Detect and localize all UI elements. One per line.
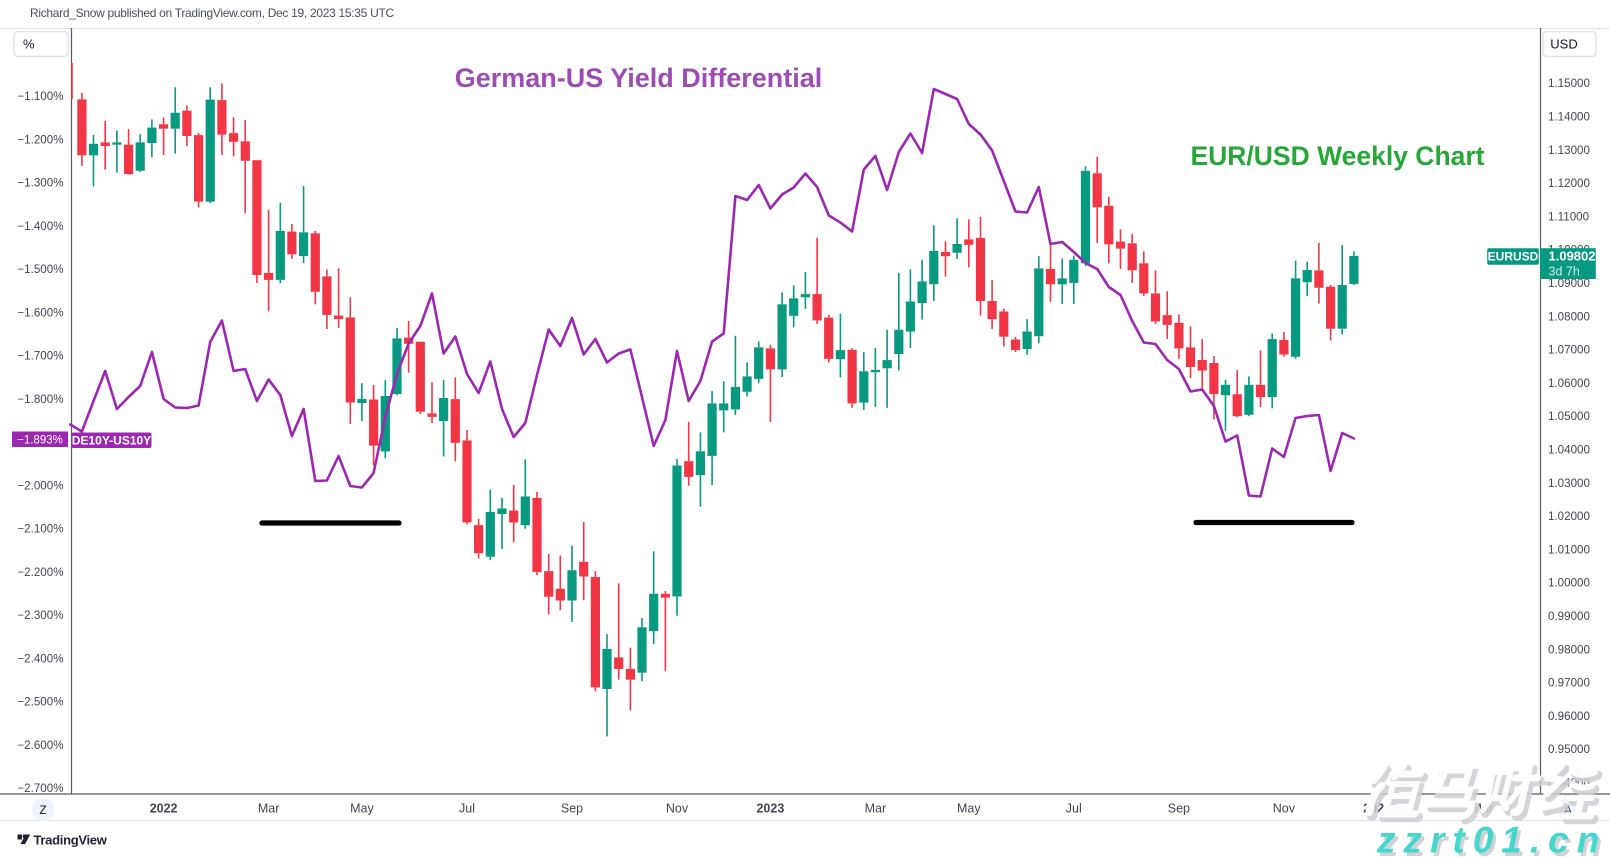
svg-text:1.02000: 1.02000	[1548, 510, 1590, 523]
svg-text:1.09000: 1.09000	[1548, 277, 1590, 290]
svg-text:0.98000: 0.98000	[1548, 643, 1590, 656]
svg-text:3d 7h: 3d 7h	[1549, 264, 1580, 278]
svg-text:−1.700%: −1.700%	[17, 350, 63, 363]
svg-text:1.03000: 1.03000	[1548, 477, 1590, 490]
svg-text:−2.700%: −2.700%	[17, 782, 63, 795]
svg-text:−2.200%: −2.200%	[17, 566, 63, 579]
svg-text:EURUSD: EURUSD	[1488, 250, 1539, 264]
svg-text:%: %	[23, 37, 35, 52]
svg-text:Sep: Sep	[1168, 802, 1190, 816]
svg-text:1.01000: 1.01000	[1548, 543, 1590, 556]
svg-text:Nov: Nov	[1273, 802, 1296, 816]
svg-text:−1.893%: −1.893%	[17, 434, 63, 446]
svg-text:−2.400%: −2.400%	[17, 653, 63, 666]
svg-text:0.96000: 0.96000	[1548, 710, 1590, 723]
svg-text:1.04000: 1.04000	[1548, 444, 1590, 457]
svg-text:−1.200%: −1.200%	[17, 133, 63, 146]
svg-text:−2.000%: −2.000%	[17, 479, 63, 492]
svg-text:−2.500%: −2.500%	[17, 696, 63, 709]
svg-text:USD: USD	[1550, 37, 1577, 52]
svg-text:−1.800%: −1.800%	[17, 393, 63, 406]
svg-text:Mar: Mar	[258, 802, 280, 816]
svg-text:−1.100%: −1.100%	[17, 90, 63, 103]
svg-text:−1.600%: −1.600%	[17, 306, 63, 319]
svg-text:−1.400%: −1.400%	[17, 220, 63, 233]
svg-text:zzrt01.cn: zzrt01.cn	[1379, 823, 1610, 857]
svg-text:−1.500%: −1.500%	[17, 263, 63, 276]
svg-text:1.08000: 1.08000	[1548, 310, 1590, 323]
svg-text:Jul: Jul	[1066, 802, 1082, 816]
svg-text:1.09802: 1.09802	[1549, 249, 1596, 264]
svg-text:Jul: Jul	[459, 802, 475, 816]
svg-text:−2.100%: −2.100%	[17, 523, 63, 536]
svg-text:Mar: Mar	[865, 802, 887, 816]
svg-text:1.15000: 1.15000	[1548, 77, 1590, 90]
svg-text:A: A	[1564, 803, 1572, 817]
svg-text:TradingView: TradingView	[34, 832, 108, 847]
svg-text:−2.600%: −2.600%	[17, 739, 63, 752]
svg-text:1.13000: 1.13000	[1548, 144, 1590, 157]
svg-text:1.00000: 1.00000	[1548, 577, 1590, 590]
svg-text:DE10Y-US10Y: DE10Y-US10Y	[72, 434, 151, 448]
svg-text:0.97000: 0.97000	[1548, 677, 1590, 690]
svg-text:1.06000: 1.06000	[1548, 377, 1590, 390]
svg-text:1.14000: 1.14000	[1548, 111, 1590, 124]
svg-text:−2.300%: −2.300%	[17, 609, 63, 622]
svg-text:EUR/USD Weekly Chart: EUR/USD Weekly Chart	[1190, 141, 1484, 171]
svg-text:1.11000: 1.11000	[1548, 210, 1589, 223]
svg-text:2022: 2022	[150, 802, 178, 816]
svg-text:−1.300%: −1.300%	[17, 177, 63, 190]
svg-text:1.07000: 1.07000	[1548, 344, 1590, 357]
svg-text:0.99000: 0.99000	[1548, 610, 1590, 623]
svg-text:1.05000: 1.05000	[1548, 410, 1590, 423]
svg-text:2023: 2023	[756, 802, 784, 816]
svg-text:May: May	[350, 802, 374, 816]
svg-text:Sep: Sep	[561, 802, 583, 816]
svg-text:0.95000: 0.95000	[1548, 743, 1590, 756]
svg-text:Z: Z	[39, 803, 46, 817]
svg-text:Nov: Nov	[666, 802, 689, 816]
svg-text:1.12000: 1.12000	[1548, 177, 1590, 190]
svg-text:German-US Yield Differential: German-US Yield Differential	[455, 63, 823, 93]
svg-text:zzrt01.cn: zzrt01.cn	[1376, 820, 1607, 857]
svg-text:May: May	[957, 802, 981, 816]
